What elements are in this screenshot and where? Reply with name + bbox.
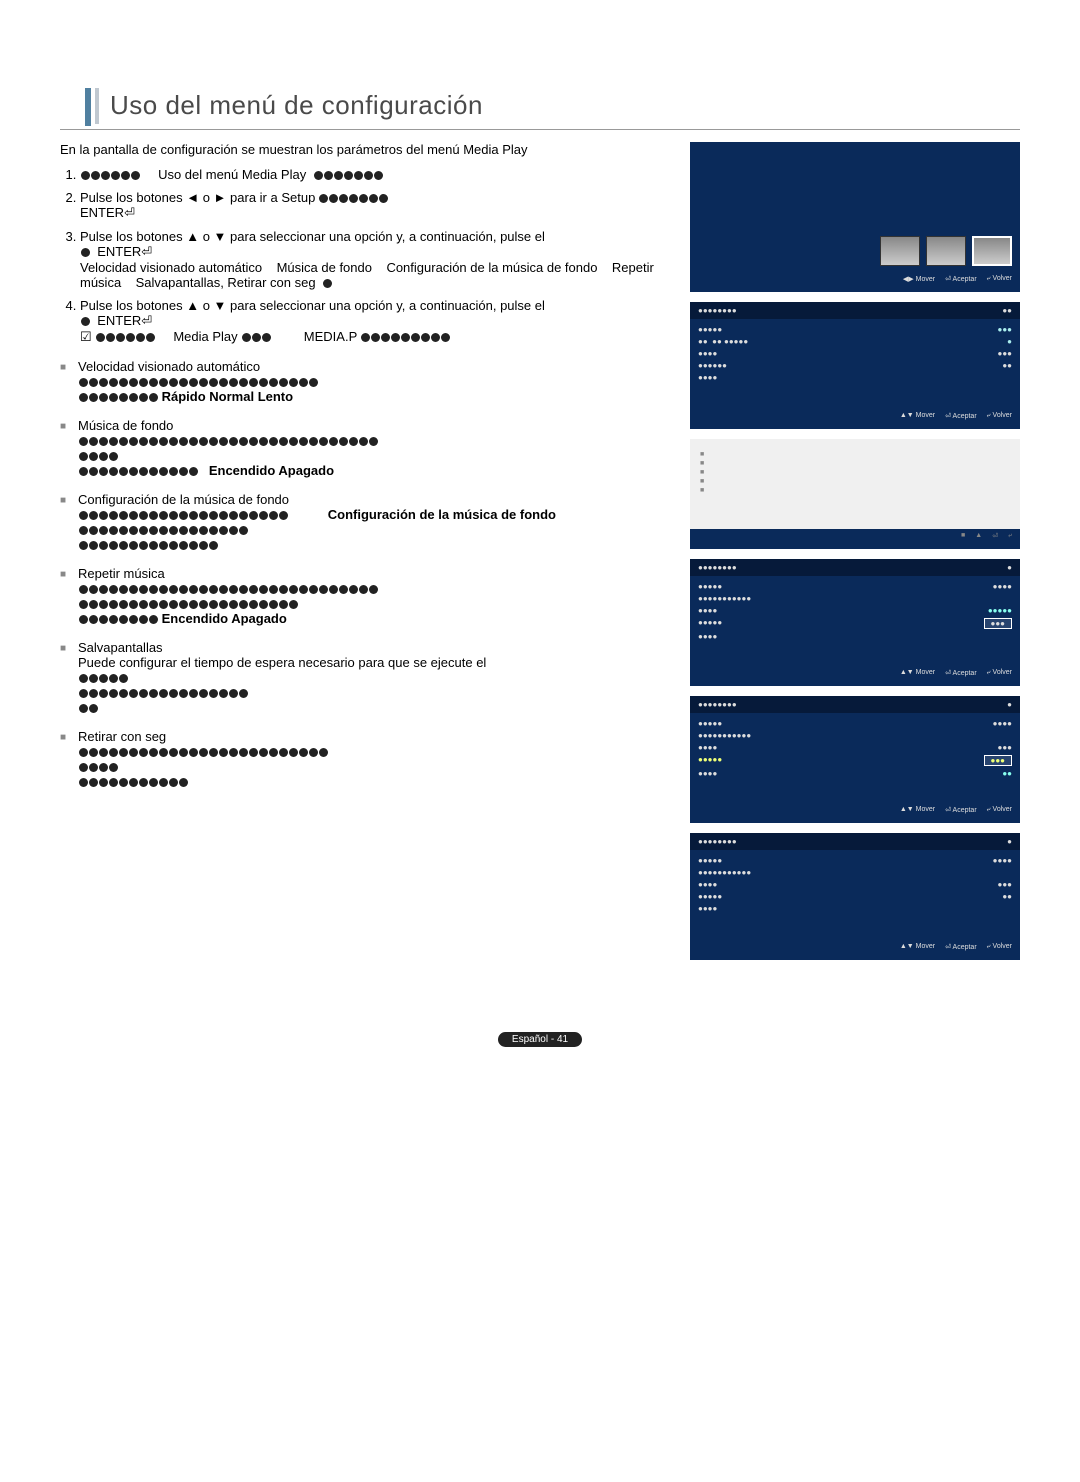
step2-enter: ENTER — [80, 205, 124, 220]
step-1: Uso del menú Media Play — [80, 167, 670, 182]
sidebar-screenshots: ◀▶ Mover⏎ Aceptar⤶ Volver ●●●●●●●●●● ●●●… — [690, 142, 1020, 970]
intro-text: En la pantalla de configuración se muest… — [60, 142, 670, 157]
step4-enter: ENTER — [97, 313, 141, 328]
item5-text: Puede configurar el tiempo de espera nec… — [78, 655, 486, 670]
item-salvapantallas: Salvapantallas Puede configurar el tiemp… — [60, 640, 670, 715]
item1-heading: Velocidad visionado automático — [78, 359, 260, 374]
item-repetir: Repetir música Encendido Apagado — [60, 566, 670, 626]
item2-heading: Música de fondo — [78, 418, 173, 433]
step3-opt3: Configuración de la música de fondo — [386, 260, 597, 275]
panel-setup-3: ●●●●●●●●● ●●●●●●●●● ●●●●●●●●●●● ●●●●●●● … — [690, 696, 1020, 823]
item6-heading: Retirar con seg — [78, 729, 166, 744]
step3-t1: Pulse los botones ▲ o ▼ para seleccionar… — [80, 229, 545, 244]
panel-setup-2: ●●●●●●●●● ●●●●●●●●● ●●●●●●●●●●● ●●●●●●●●… — [690, 559, 1020, 686]
step3-opt5: Salvapantallas, Retirar con seg — [136, 275, 316, 290]
page-title: Uso del menú de configuración — [110, 90, 1020, 121]
step-3: Pulse los botones ▲ o ▼ para seleccionar… — [80, 229, 670, 290]
panel-lightlist: ■▲⏎⤶ — [690, 439, 1020, 549]
item2-options: Encendido Apagado — [209, 463, 334, 478]
item-retirar: Retirar con seg — [60, 729, 670, 789]
step4-t1: Pulse los botones ▲ o ▼ para seleccionar… — [80, 298, 545, 313]
item-musica: Música de fondo Encendido Apagado — [60, 418, 670, 478]
item3-heading: Configuración de la música de fondo — [78, 492, 289, 507]
step3-opt2: Música de fondo — [277, 260, 372, 275]
step1-text: Uso del menú Media Play — [158, 167, 306, 182]
step2-text: Pulse los botones ◄ o ► para ir a Setup — [80, 190, 315, 205]
step3-enter: ENTER — [97, 244, 141, 259]
step4-mediap: MEDIA.P — [304, 329, 357, 344]
step4-mp: Media Play — [173, 329, 237, 344]
main-content: En la pantalla de configuración se muest… — [60, 142, 670, 970]
item-config-musica: Configuración de la música de fondo Conf… — [60, 492, 670, 552]
panel-setup-1: ●●●●●●●●●● ●●●●●●●● ●● ●● ●●●●●● ●●●●●●●… — [690, 302, 1020, 429]
item4-options: Encendido Apagado — [162, 611, 287, 626]
item4-heading: Repetir música — [78, 566, 165, 581]
step3-opt1: Velocidad visionado automático — [80, 260, 262, 275]
panel-setup-4: ●●●●●●●●● ●●●●●●●●● ●●●●●●●●●●● ●●●●●●● … — [690, 833, 1020, 960]
item1-options: Rápido Normal Lento — [162, 389, 293, 404]
panel-mediaplay-home: ◀▶ Mover⏎ Aceptar⤶ Volver — [690, 142, 1020, 292]
item5-heading: Salvapantallas — [78, 640, 163, 655]
page-number: Español - 41 — [498, 1032, 582, 1047]
item3-text1: Configuración de la música de fondo — [328, 507, 556, 522]
step-4: Pulse los botones ▲ o ▼ para seleccionar… — [80, 298, 670, 345]
item-velocidad: Velocidad visionado automático Rápido No… — [60, 359, 670, 404]
step-2: Pulse los botones ◄ o ► para ir a Setup … — [80, 190, 670, 221]
